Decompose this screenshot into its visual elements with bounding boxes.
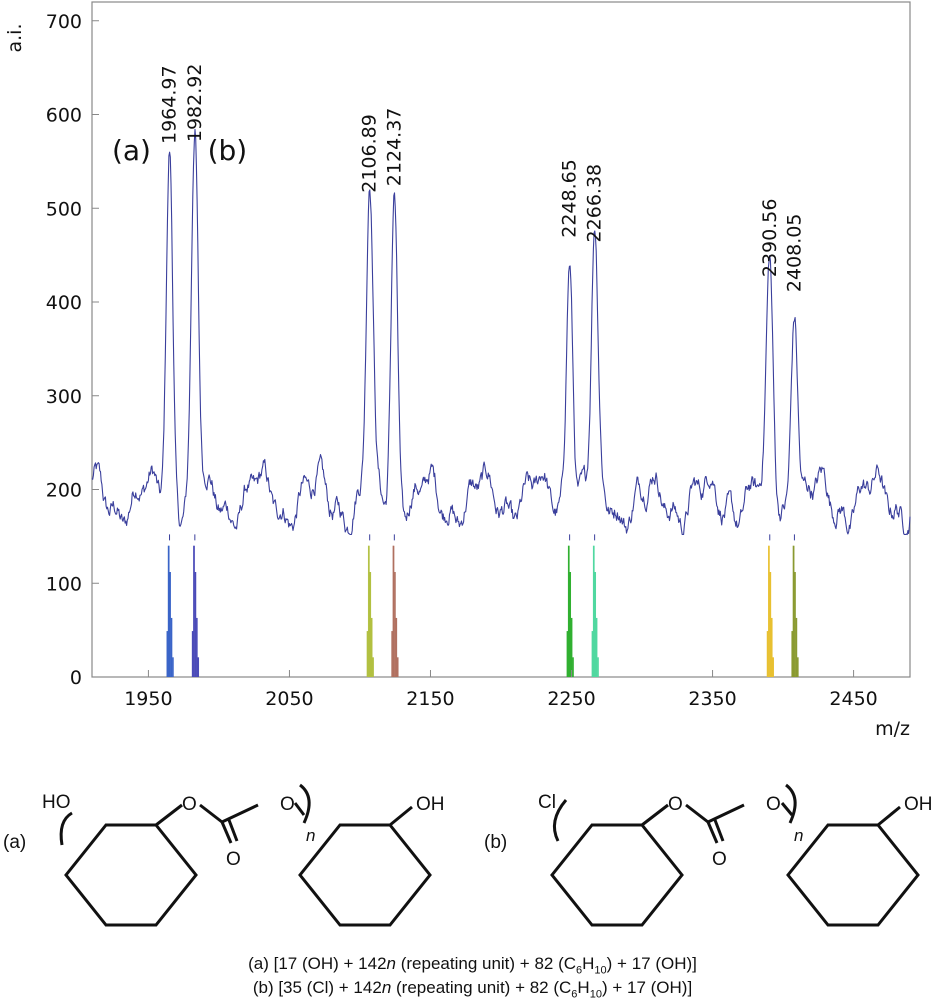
isotope-bar [766, 631, 769, 677]
peak-labels: 1964.97 1982.92 2106.89 2124.37 2248.65 2266.… [159, 64, 806, 293]
series-label: (a) [112, 134, 151, 167]
structure-b-ester-oxygen-1: O [668, 794, 683, 815]
isotope-bar [597, 657, 599, 677]
y-tick-label: 100 [46, 573, 82, 595]
x-tick-label: 2150 [406, 688, 454, 710]
y-axis: 0 100 200 300 400 500 600 700 [46, 11, 99, 689]
peak-label: 2124.37 [383, 108, 405, 187]
isotope-bar [170, 617, 173, 677]
isotope-bar [591, 631, 594, 677]
isotope-bar [797, 657, 799, 677]
isotope-bar [191, 631, 194, 677]
isotope-bar [794, 572, 796, 677]
isotope-bar [570, 617, 573, 677]
isotope-bar [394, 572, 396, 677]
peak-label: 2106.89 [359, 114, 381, 193]
isotope-bar [572, 657, 574, 677]
y-tick-label: 0 [70, 667, 82, 689]
isotope-bar [569, 572, 572, 677]
y-tick-label: 700 [46, 11, 82, 33]
y-tick-label: 500 [46, 198, 82, 220]
structure-b-ester-oxygen-2: O [766, 794, 781, 815]
structure-a-ester-oxygen-2: O [280, 794, 295, 815]
structure-a-ester-oxygen-1: O [182, 794, 197, 815]
structure-a-text: HO O O O n OH (a) [3, 792, 445, 870]
y-tick-label: 400 [46, 292, 82, 314]
isotope-bar [791, 631, 794, 677]
peak-label: 2390.56 [759, 199, 781, 278]
isotope-bar [172, 657, 174, 677]
peak-label: 2408.05 [783, 214, 805, 293]
caption-a: (a) [17 (OH) + 142n (repeating unit) + 8… [248, 954, 697, 977]
structure-b-text: Cl O O O n OH (b) [484, 792, 933, 870]
isotope-bar [366, 631, 369, 677]
x-tick-label: 2450 [829, 688, 877, 710]
structure-b-label: (b) [484, 832, 507, 853]
structure-b [550, 783, 920, 927]
x-tick-label: 2350 [688, 688, 736, 710]
y-axis-label: a.i. [4, 23, 26, 52]
series-label: (b) [208, 134, 248, 167]
isotope-bar [391, 631, 393, 677]
isotope-bar [396, 657, 399, 677]
structure-a [59, 783, 432, 927]
caption-b: (b) [35 (Cl) + 142n (repeating unit) + 8… [252, 978, 693, 1001]
peak-label: 2248.65 [559, 159, 581, 238]
structure-b-carbonyl-oxygen: O [712, 849, 727, 870]
isotope-bar [566, 631, 569, 677]
isotope-bar [795, 617, 798, 677]
plot-frame [91, 1, 911, 678]
isotope-bar [395, 617, 398, 677]
x-axis-label: m/z [875, 718, 910, 740]
structure-b-left-group: Cl [538, 792, 556, 813]
peak-label: 2266.38 [584, 164, 606, 243]
isotope-bar [169, 572, 171, 677]
mass-spectrum-chart: 0 100 200 300 400 500 600 700 1950 2050 2150 2250 2… [4, 1, 911, 740]
structure-b-subscript-n: n [794, 826, 803, 845]
peak-stems [169, 534, 795, 541]
structure-a-right-group: OH [416, 794, 445, 815]
structure-a-left-group: HO [42, 792, 71, 813]
isotope-bar [769, 572, 772, 677]
structure-a-carbonyl-oxygen: O [226, 849, 241, 870]
x-axis: 1950 2050 2150 2250 2350 2450 [124, 670, 878, 710]
chemical-structures: HO O O O n OH (a) Cl O O O n OH (b) [3, 783, 933, 927]
y-tick-label: 300 [46, 386, 82, 408]
y-tick-label: 200 [46, 480, 82, 502]
isotope-bar [194, 572, 197, 677]
isotope-bar [196, 617, 198, 677]
isotope-bars [166, 545, 799, 677]
x-tick-label: 2050 [265, 688, 313, 710]
isotope-bar [770, 617, 773, 677]
peak-label: 1964.97 [159, 65, 181, 144]
isotope-bar [370, 617, 373, 677]
series-labels: (a) (b) [112, 134, 247, 167]
structure-b-right-group: OH [904, 794, 933, 815]
isotope-bar [772, 657, 774, 677]
isotope-bar [595, 617, 598, 677]
peak-label: 1982.92 [184, 64, 206, 143]
isotope-bar [166, 631, 169, 677]
isotope-bar [594, 572, 597, 677]
structure-a-subscript-n: n [306, 826, 315, 845]
structure-a-label: (a) [3, 832, 26, 853]
isotope-bar [197, 657, 200, 677]
x-tick-label: 1950 [124, 688, 172, 710]
y-tick-label: 600 [46, 105, 82, 127]
x-tick-label: 2250 [547, 688, 595, 710]
isotope-bar [372, 657, 374, 677]
isotope-bar [369, 572, 372, 677]
spectrum-trace [91, 128, 911, 536]
